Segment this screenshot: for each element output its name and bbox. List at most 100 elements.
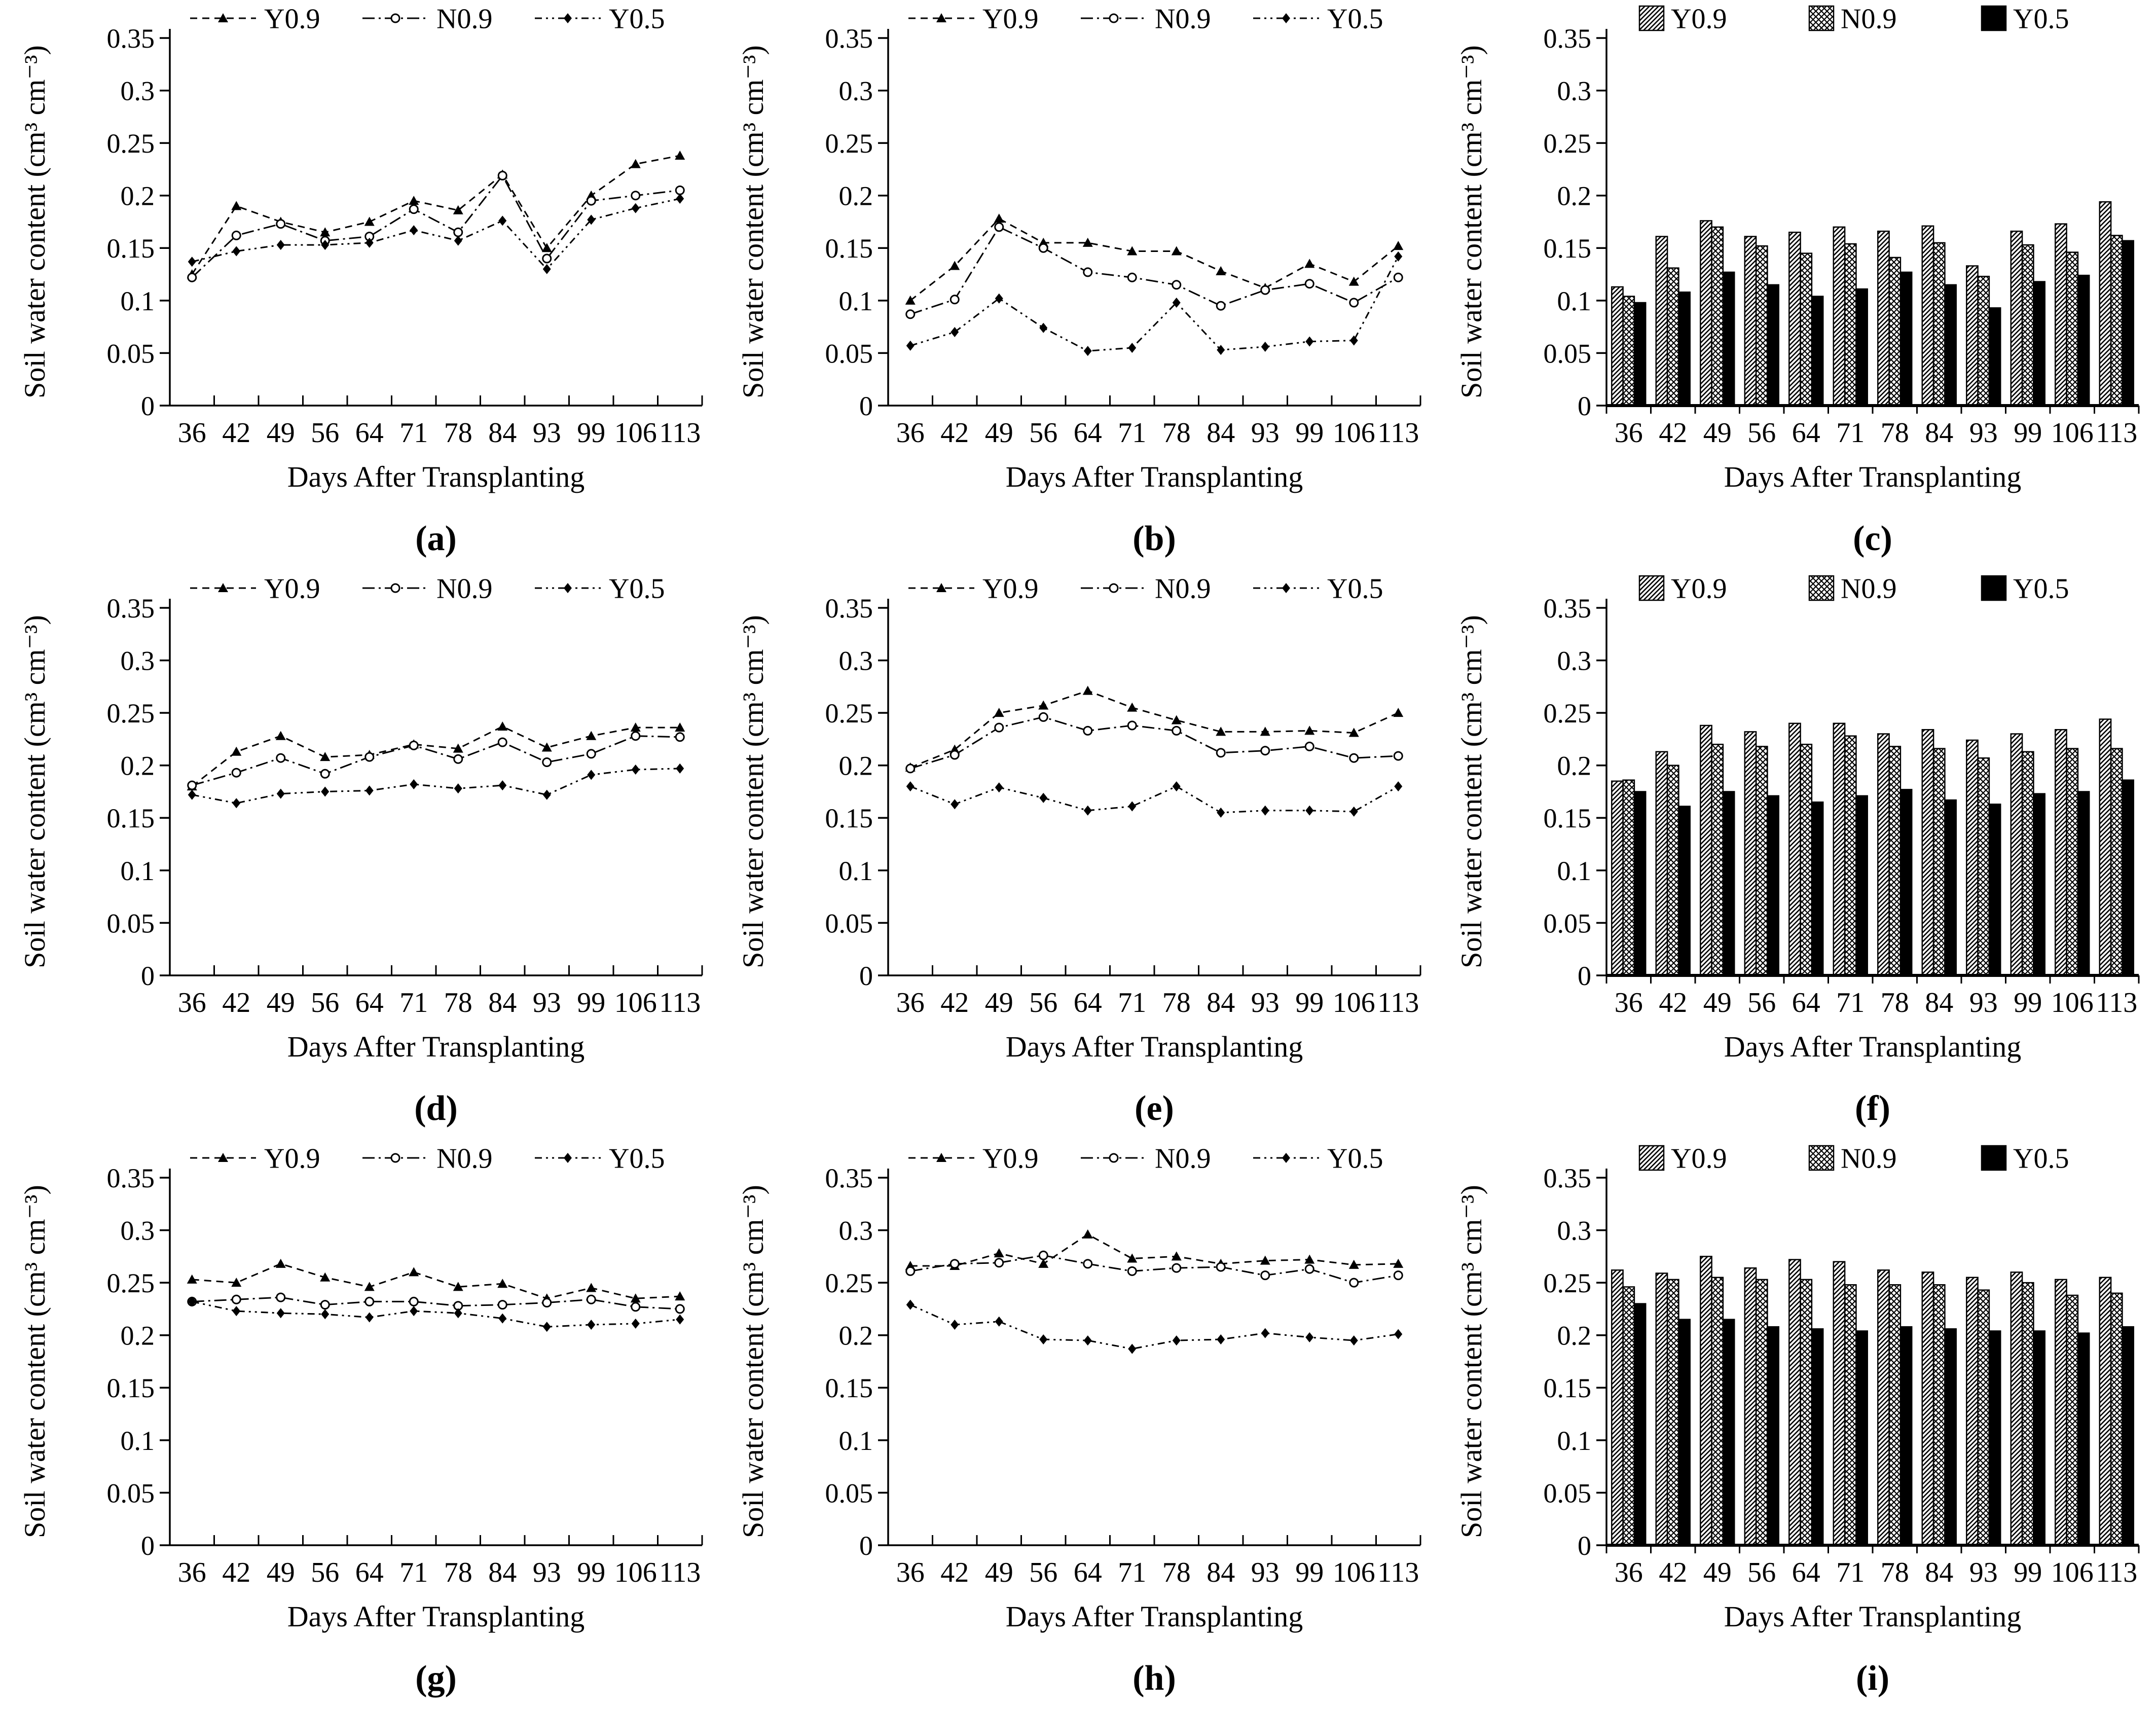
series-N0.9: [1622, 226, 2123, 407]
y-tick-label: 0.15: [107, 803, 155, 833]
legend-item-Y0.5: Y0.5: [1253, 573, 1383, 605]
chart-g-canvas: 0 0.05 0.1 0.15 0.2 0.25 0.3 0.35 36 42 49 56 64 71 78…: [18, 1143, 703, 1698]
diamond-marker: [1128, 1343, 1137, 1354]
x-tick-label: 71: [1118, 417, 1146, 449]
diamond-marker: [232, 798, 241, 809]
x-tick-label: 78: [444, 987, 472, 1018]
diamond-marker: [1128, 343, 1137, 353]
diamond-marker: [676, 763, 684, 774]
y-tick-label: 0.15: [107, 233, 155, 264]
bar-N0.9-71: [1844, 1284, 1857, 1546]
x-tick-label: 84: [488, 987, 517, 1018]
x-tick-label: 99: [2014, 1557, 2042, 1588]
diamond-marker: [454, 1308, 462, 1319]
diamond-marker: [1394, 781, 1403, 792]
x-tick-label: 93: [533, 987, 561, 1018]
circle-marker: [1216, 301, 1226, 311]
bar-Y0.5-64: [1811, 296, 1824, 407]
bar-Y0.5-99: [2033, 1330, 2045, 1546]
legend-label: N0.9: [1841, 1143, 1896, 1175]
triangle-marker: [586, 1283, 597, 1292]
bar-N0.9-56: [1755, 245, 1768, 407]
x-tick-label: 42: [940, 1557, 969, 1588]
bar-Y0.9-99: [2010, 1271, 2023, 1546]
bar-Y0.5-36: [1633, 302, 1647, 407]
circle-marker: [542, 1298, 552, 1307]
y-tick-label: 0: [141, 1531, 155, 1561]
x-tick-label: 99: [1295, 417, 1324, 449]
series-Y0.5: [1633, 1303, 2134, 1546]
bar-Y0.5-84: [1944, 1328, 1957, 1546]
diamond-marker: [587, 214, 596, 225]
circle-marker: [187, 272, 197, 282]
diamond-marker: [365, 785, 374, 796]
bar-Y0.9-71: [1833, 722, 1846, 976]
triangle-marker: [936, 1153, 946, 1162]
bar-N0.9-64: [1800, 1279, 1813, 1546]
circle-marker: [949, 295, 960, 305]
legend-label: N0.9: [1841, 4, 1896, 35]
x-tick-label: 49: [1703, 417, 1732, 449]
diamond-marker: [587, 1320, 596, 1330]
x-tick-label: 71: [1836, 987, 1865, 1018]
triangle-marker: [320, 227, 331, 237]
x-tick-label: 56: [1747, 417, 1776, 449]
legend: Y0.9 N0.9 Y0.5: [908, 4, 1383, 35]
circle-marker: [1083, 725, 1093, 736]
legend-item-Y0.9: Y0.9: [908, 4, 1038, 35]
x-tick-label: 99: [2014, 987, 2042, 1018]
legend-label: Y0.5: [1327, 1143, 1383, 1175]
triangle-marker: [994, 213, 1004, 223]
y-tick-label: 0.35: [825, 593, 873, 624]
x-tick-label: 113: [2096, 417, 2137, 449]
x-tick-label: 84: [1925, 1557, 1953, 1588]
triangle-marker: [1393, 241, 1404, 250]
chart-c-canvas: 0 0.05 0.1 0.15 0.2 0.25 0.3 0.35 36 42 49 56 64 71 78…: [1455, 4, 2140, 558]
diamond-marker: [906, 781, 915, 792]
triangle-marker: [1038, 1258, 1049, 1268]
y-tick-label: 0.35: [107, 1163, 155, 1193]
y-tick-label: 0.05: [107, 338, 155, 369]
diamond-marker: [995, 1316, 1003, 1327]
legend-label: N0.9: [436, 573, 492, 605]
circle-marker: [949, 1259, 960, 1269]
bar-Y0.9-106: [2055, 729, 2067, 976]
triangle-marker: [453, 1282, 463, 1291]
y-tick-label: 0.35: [825, 1163, 873, 1193]
triangle-marker: [218, 13, 228, 22]
legend-label: Y0.9: [264, 573, 320, 605]
diamond-marker: [951, 799, 959, 810]
bar-Y0.5-113: [2122, 1326, 2134, 1546]
y-tick-label: 0: [859, 391, 873, 421]
y-axis-title: Soil water content (cm³ cm⁻³): [737, 1185, 770, 1538]
y-tick-label: 0.2: [1557, 1321, 1592, 1351]
triangle-marker: [1348, 276, 1359, 286]
x-tick-label: 56: [311, 987, 339, 1018]
legend-item-Y0.9: Y0.9: [190, 573, 320, 605]
bar-N0.9-36: [1622, 296, 1635, 407]
x-tick-label: 56: [1029, 1557, 1057, 1588]
x-tick-label: 64: [355, 1557, 384, 1588]
y-tick-label: 0.25: [825, 128, 873, 159]
bar-Y0.5-49: [1722, 1319, 1735, 1546]
legend-label: N0.9: [1155, 4, 1211, 35]
x-tick-label: 42: [940, 417, 969, 449]
circle-marker: [586, 1294, 596, 1304]
y-tick-label: 0.15: [1544, 233, 1592, 264]
bar-Y0.5-78: [1899, 1326, 1913, 1546]
legend: Y0.9 N0.9 Y0.5: [908, 1143, 1383, 1175]
y-tick-label: 0: [1578, 961, 1591, 991]
bar-Y0.5-42: [1678, 806, 1691, 976]
x-tick-label: 36: [896, 987, 925, 1018]
y-tick-label: 0.15: [1544, 1373, 1592, 1403]
chart-f-canvas: 0 0.05 0.1 0.15 0.2 0.25 0.3 0.35 36 42 49 56 64 71 78…: [1455, 573, 2140, 1128]
y-tick-label: 0.25: [1544, 128, 1592, 159]
chart-sublabel-d: (d): [414, 1089, 458, 1128]
circle-marker: [1127, 720, 1137, 731]
legend-label: Y0.5: [1327, 4, 1383, 35]
chart-sublabel-f: (f): [1855, 1089, 1890, 1128]
legend-item-Y0.5: Y0.5: [535, 1143, 665, 1175]
bar-Y0.5-106: [2077, 1332, 2090, 1546]
bar-N0.9-93: [1977, 275, 1990, 407]
bar-Y0.9-56: [1744, 731, 1757, 976]
